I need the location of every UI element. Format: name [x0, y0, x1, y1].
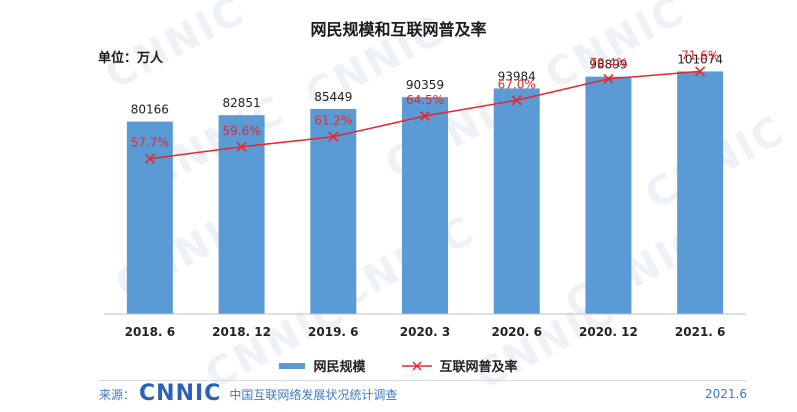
rate-value-label: 57.7%	[131, 136, 169, 150]
bar-value-label: 90359	[406, 78, 444, 92]
axis-layer: 2018. 6 2018. 12 2019. 6 2020. 3 2020. 6 2020…	[104, 313, 746, 339]
bar-value-label: 85449	[314, 90, 352, 104]
marker-stroke	[328, 131, 339, 142]
x-tick-label: 2018. 12	[212, 325, 271, 339]
legend-item-line: 互联网普及率	[401, 356, 518, 375]
rate-value-label: 64.5%	[406, 93, 444, 107]
marker-stroke	[144, 153, 155, 164]
rate-value-label: 67.0%	[498, 77, 536, 91]
rate-value-label: 59.6%	[223, 124, 261, 138]
bar-value-label: 93984	[498, 69, 536, 83]
rate-point-marker	[603, 73, 614, 84]
marker-stroke	[603, 73, 614, 84]
legend-line-label: 互联网普及率	[439, 360, 518, 375]
bar-mark	[677, 71, 724, 315]
bar-value-label: 98899	[589, 58, 627, 72]
rate-point-marker	[511, 95, 522, 106]
bar-value-label: 101074	[677, 52, 723, 66]
legend-line-swatch	[401, 360, 432, 371]
bar-mark	[126, 121, 173, 315]
rate-value-label: 71.6%	[681, 48, 719, 62]
chart-title: 网民规模和互联网普及率	[310, 20, 487, 39]
rate-point-marker	[236, 141, 247, 152]
bar-value-label: 82851	[222, 96, 260, 110]
bar-mark	[310, 108, 357, 315]
legend: 网民规模 互联网普及率	[0, 356, 797, 375]
rate-point-marker	[695, 66, 706, 77]
x-tick-label: 2020. 12	[579, 325, 638, 339]
marker-stroke	[695, 66, 706, 77]
legend-item-bars: 网民规模	[279, 356, 366, 375]
legend-bar-label: 网民规模	[313, 360, 366, 375]
x-tick-label: 2020. 6	[491, 325, 541, 339]
marker-stroke	[511, 95, 522, 106]
cnnic-logo: CNNIC	[139, 381, 222, 406]
rate-value-label: 61.2%	[314, 114, 352, 128]
marker-stroke	[419, 110, 431, 122]
unit-label: 单位：万人	[98, 51, 164, 66]
bar-mark	[493, 88, 540, 314]
bar-mark	[402, 97, 448, 314]
bar-mark	[585, 76, 632, 315]
rate-point-marker	[419, 110, 431, 122]
legend-bar-swatch	[279, 362, 306, 369]
line-layer: 57.7% 59.6% 61.2% 64.5% 67.0% 70.4% 71.6%	[131, 48, 719, 164]
footer-date: 2021.6	[705, 387, 747, 401]
bars-layer: 80166 82851 85449 90359 93984 98899 101074	[126, 52, 724, 315]
bar-value-label: 80166	[131, 103, 169, 117]
x-tick-label: 2018. 6	[125, 325, 175, 339]
rate-point-marker	[328, 131, 339, 142]
footer-source-label: 来源：	[99, 387, 136, 402]
rate-point-marker	[144, 153, 155, 164]
x-tick-label: 2020. 3	[400, 325, 450, 339]
footer-org-name: 中国互联网络发展状况统计调查	[229, 387, 398, 402]
footer: 来源： CNNIC 中国互联网络发展状况统计调查 2021.6	[99, 380, 747, 407]
x-tick-label: 2019. 6	[308, 325, 358, 339]
x-tick-label: 2021. 6	[675, 325, 725, 339]
marker-stroke	[236, 141, 247, 152]
rate-value-label: 70.4%	[589, 56, 627, 70]
